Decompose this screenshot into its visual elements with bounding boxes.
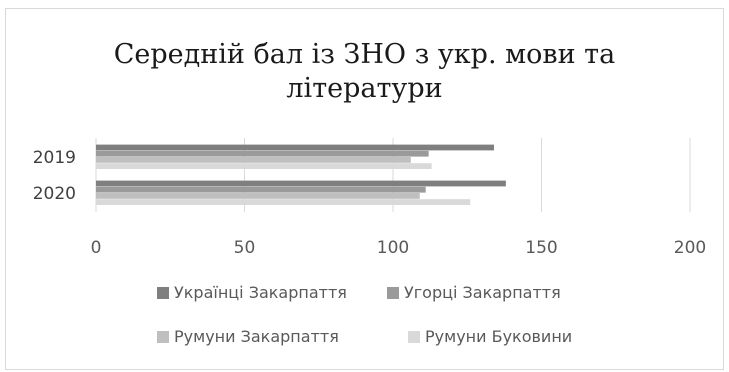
x-tick-label-0: 0 (91, 238, 102, 258)
category-label-2019: 2019 (33, 148, 76, 168)
category-label-2020: 2020 (33, 184, 76, 204)
x-tick-label-100: 100 (377, 238, 409, 258)
legend-swatch-2 (387, 287, 399, 299)
bar-2020-series-2 (96, 186, 426, 193)
legend-swatch-1 (157, 287, 169, 299)
chart-title-line-1: Середній бал із ЗНО з укр. мови та (113, 39, 616, 70)
bar-2019-series-2 (96, 150, 429, 157)
bar-2019-series-4 (96, 163, 432, 169)
bar-2020-series-1 (96, 180, 506, 187)
legend-label-3: Румуни Закарпаття (174, 327, 339, 346)
legend-label-4: Румуни Буковини (425, 327, 572, 346)
chart-title: Середній бал із ЗНО з укр. мови та літер… (0, 38, 729, 106)
legend-label-2: Угорці Закарпаття (404, 283, 561, 302)
legend-swatch-3 (157, 331, 169, 343)
chart-title-line-2: літератури (286, 73, 443, 104)
bar-2019-series-3 (96, 157, 411, 163)
bar-2019-series-1 (96, 144, 494, 151)
legend-swatch-4 (408, 331, 420, 343)
legend-label-1: Українці Закарпаття (174, 283, 347, 302)
x-tick-label-150: 150 (525, 238, 557, 258)
x-tick-label-50: 50 (234, 238, 256, 258)
bar-2020-series-3 (96, 193, 420, 199)
bar-2020-series-4 (96, 199, 471, 205)
x-tick-label-200: 200 (674, 238, 706, 258)
